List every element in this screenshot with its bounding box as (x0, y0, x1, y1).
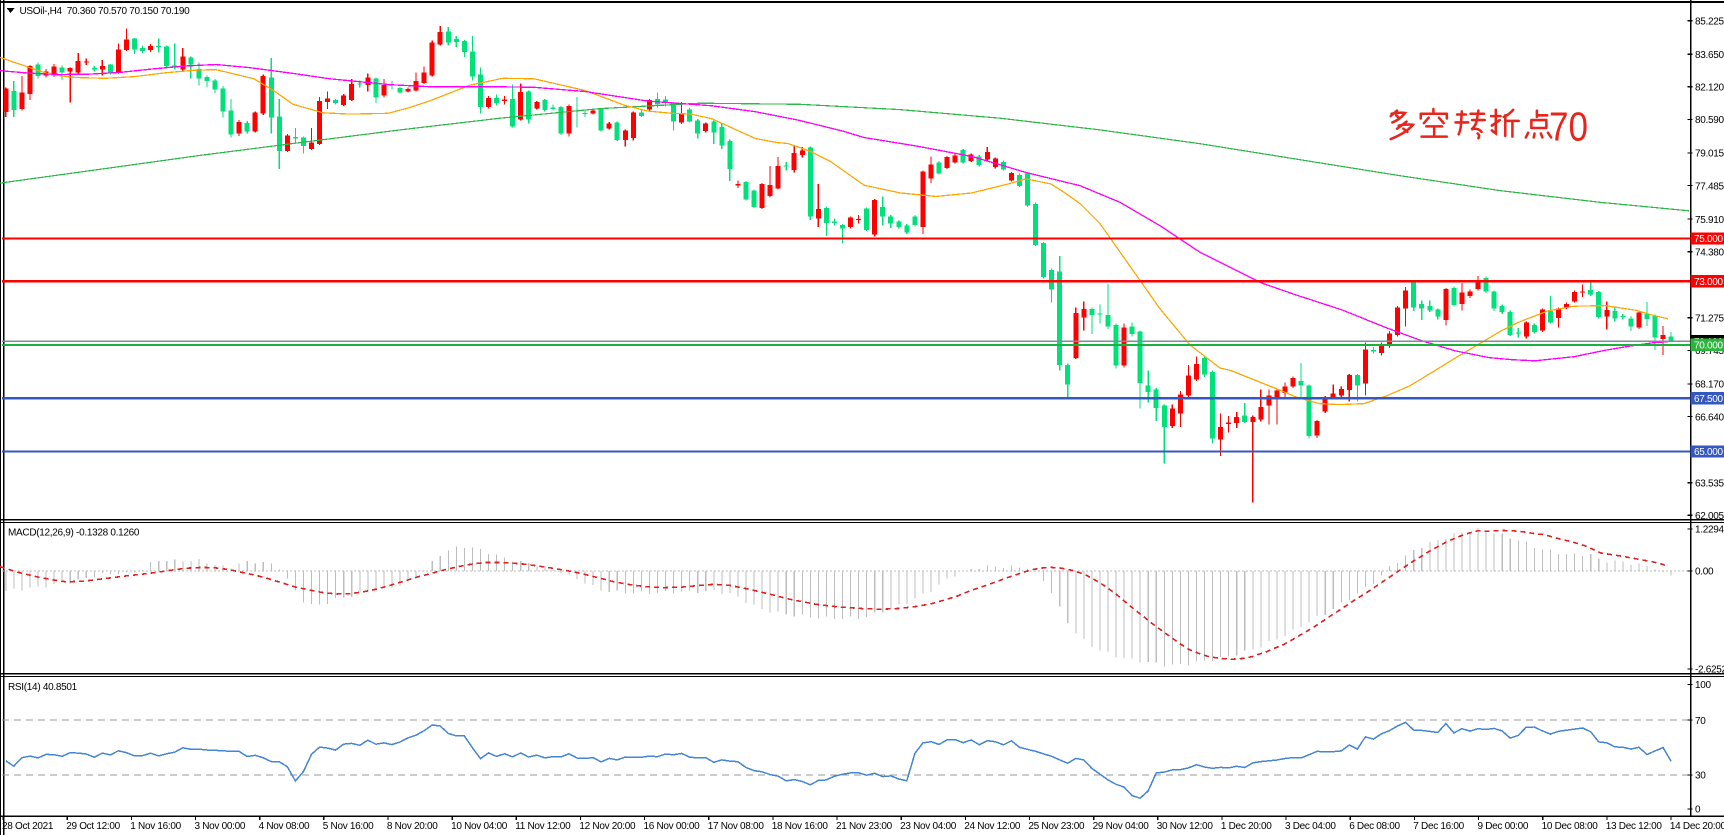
svg-text:1.2294: 1.2294 (1695, 525, 1724, 536)
svg-text:74.380: 74.380 (1695, 247, 1724, 258)
svg-text:9 Dec 00:00: 9 Dec 00:00 (1478, 821, 1529, 832)
svg-text:80.590: 80.590 (1695, 115, 1724, 126)
svg-text:28 Oct 2021: 28 Oct 2021 (2, 821, 54, 832)
svg-text:4 Nov 08:00: 4 Nov 08:00 (259, 821, 310, 832)
svg-text:30 Nov 12:00: 30 Nov 12:00 (1157, 821, 1214, 832)
svg-text:30: 30 (1695, 771, 1706, 782)
svg-text:23 Nov 04:00: 23 Nov 04:00 (900, 821, 957, 832)
svg-text:69.745: 69.745 (1695, 346, 1724, 357)
svg-text:USOil-,H4 70.360 70.570 70.15: USOil-,H4 70.360 70.570 70.150 70.190 (20, 6, 191, 17)
svg-text:17 Nov 08:00: 17 Nov 08:00 (708, 821, 765, 832)
svg-text:10 Nov 04:00: 10 Nov 04:00 (451, 821, 508, 832)
svg-text:12 Nov 20:00: 12 Nov 20:00 (579, 821, 636, 832)
svg-text:0: 0 (1695, 805, 1701, 816)
svg-text:79.015: 79.015 (1695, 149, 1724, 160)
svg-text:85.225: 85.225 (1695, 16, 1724, 27)
svg-text:67.500: 67.500 (1694, 394, 1724, 405)
svg-text:7 Dec 16:00: 7 Dec 16:00 (1413, 821, 1464, 832)
svg-text:-2.6252: -2.6252 (1695, 665, 1724, 676)
svg-text:100: 100 (1695, 680, 1712, 691)
svg-text:5 Nov 16:00: 5 Nov 16:00 (323, 821, 374, 832)
svg-text:73.000: 73.000 (1694, 277, 1724, 288)
svg-text:1 Nov 16:00: 1 Nov 16:00 (130, 821, 181, 832)
svg-text:77.485: 77.485 (1695, 181, 1724, 192)
svg-text:3 Dec 04:00: 3 Dec 04:00 (1285, 821, 1336, 832)
svg-text:70.000: 70.000 (1694, 341, 1724, 352)
svg-text:25 Nov 23:00: 25 Nov 23:00 (1028, 821, 1085, 832)
svg-text:82.120: 82.120 (1695, 83, 1724, 94)
svg-text:1 Dec 20:00: 1 Dec 20:00 (1221, 821, 1272, 832)
svg-text:66.640: 66.640 (1695, 412, 1724, 423)
svg-text:70: 70 (1549, 104, 1588, 150)
svg-text:65.000: 65.000 (1694, 447, 1724, 458)
svg-text:RSI(14) 40.8501: RSI(14) 40.8501 (8, 682, 78, 693)
svg-text:83.650: 83.650 (1695, 50, 1724, 61)
svg-text:62.005: 62.005 (1695, 511, 1724, 522)
svg-text:63.535: 63.535 (1695, 478, 1724, 489)
svg-text:10 Dec 08:00: 10 Dec 08:00 (1542, 821, 1599, 832)
svg-text:75.910: 75.910 (1695, 215, 1724, 226)
svg-text:13 Dec 12:00: 13 Dec 12:00 (1606, 821, 1663, 832)
svg-text:71.275: 71.275 (1695, 314, 1724, 325)
svg-text:68.170: 68.170 (1695, 380, 1724, 391)
svg-text:29 Nov 04:00: 29 Nov 04:00 (1093, 821, 1150, 832)
svg-text:6 Dec 08:00: 6 Dec 08:00 (1349, 821, 1400, 832)
svg-text:75.000: 75.000 (1694, 234, 1724, 245)
svg-text:24 Nov 12:00: 24 Nov 12:00 (964, 821, 1021, 832)
svg-text:21 Nov 23:00: 21 Nov 23:00 (836, 821, 893, 832)
svg-text:29 Oct 12:00: 29 Oct 12:00 (66, 821, 120, 832)
svg-text:8 Nov 20:00: 8 Nov 20:00 (387, 821, 438, 832)
svg-text:MACD(12,26,9) -0.1328 0.1260: MACD(12,26,9) -0.1328 0.1260 (8, 528, 140, 539)
svg-text:70: 70 (1695, 716, 1706, 727)
svg-text:14 Dec 20:00: 14 Dec 20:00 (1670, 821, 1724, 832)
svg-text:16 Nov 00:00: 16 Nov 00:00 (644, 821, 701, 832)
svg-text:3 Nov 00:00: 3 Nov 00:00 (195, 821, 246, 832)
svg-text:11 Nov 12:00: 11 Nov 12:00 (515, 821, 571, 832)
svg-text:18 Nov 16:00: 18 Nov 16:00 (772, 821, 829, 832)
svg-text:0.00: 0.00 (1695, 567, 1714, 578)
